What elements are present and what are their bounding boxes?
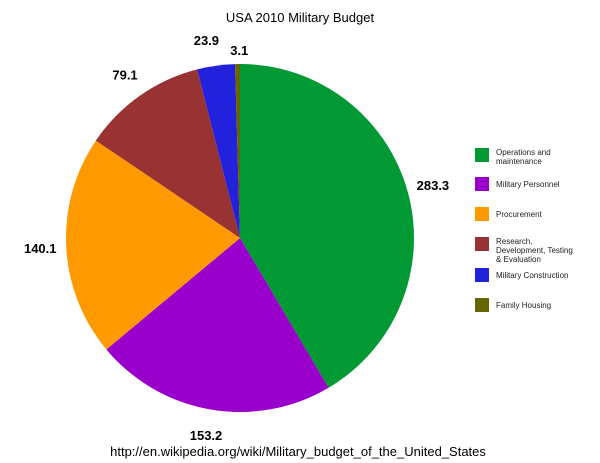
legend-swatch xyxy=(475,177,489,191)
legend-swatch xyxy=(475,207,489,221)
legend-swatch xyxy=(475,268,489,282)
pie-slice xyxy=(66,140,240,350)
slice-value-label: 283.3 xyxy=(417,178,450,193)
slice-value-label: 153.2 xyxy=(190,428,223,443)
slice-value-label: 23.9 xyxy=(194,33,219,48)
legend-label: Procurement xyxy=(496,210,543,219)
slice-value-label: 79.1 xyxy=(112,67,137,82)
legend-label: Operations and maintenance xyxy=(496,148,551,166)
pie-slice xyxy=(240,64,415,388)
pie-slice xyxy=(95,69,240,238)
pie-slice xyxy=(197,64,240,238)
legend-label: Military Personnel xyxy=(496,180,560,189)
pie-slice xyxy=(106,238,329,413)
legend-label: Research, Development, Testing & Evaluatio… xyxy=(496,237,573,264)
chart-title: USA 2010 Military Budget xyxy=(226,10,375,25)
legend-label: Family Housing xyxy=(496,301,551,310)
slice-value-label: 140.1 xyxy=(24,241,57,256)
legend-label: Military Construction xyxy=(496,271,568,280)
source-url: http://en.wikipedia.org/wiki/Military_bu… xyxy=(110,444,486,459)
pie-slice xyxy=(235,64,240,238)
legend-swatch xyxy=(475,298,489,312)
slice-value-label: 3.1 xyxy=(230,43,248,58)
legend-swatch xyxy=(475,148,489,162)
legend-swatch xyxy=(475,237,489,251)
